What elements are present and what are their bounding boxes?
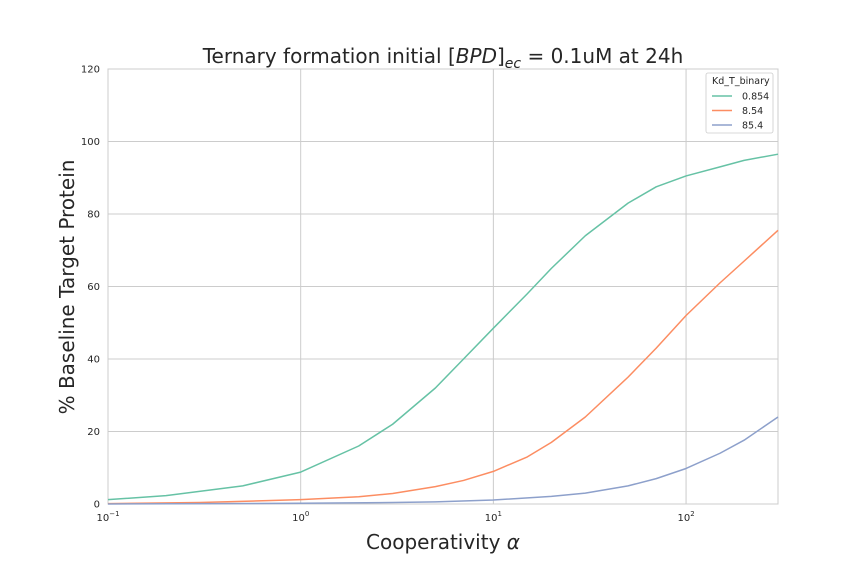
legend-title: Kd_T_binary: [712, 76, 770, 87]
legend-entries: 0.854 8.54 85.4: [712, 92, 769, 132]
x-tick-base: 10: [485, 513, 498, 524]
y-tick-label: 120: [81, 65, 100, 76]
legend-label: 85.4: [742, 121, 763, 132]
x-tick-exponent: 1: [498, 510, 502, 518]
x-tick-label: 10−1: [96, 510, 119, 524]
y-tick-label: 0: [94, 500, 100, 511]
x-tick-base: 10: [96, 513, 109, 524]
y-tick-label: 60: [87, 282, 100, 293]
series-line-0.854: [107, 153, 779, 501]
x-tick-labels: 10−1 100 101 102: [96, 510, 694, 524]
title-bracket-open: [: [448, 44, 456, 68]
x-axis-title-symbol: α: [507, 530, 520, 554]
legend-label: 0.854: [742, 92, 769, 103]
x-tick-label: 102: [677, 510, 694, 524]
y-tick-labels: 0 20 40 60 80 100 120: [81, 65, 100, 511]
x-axis-title: Cooperativity α: [366, 530, 520, 554]
title-suffix: = 0.1uM at 24h: [521, 44, 683, 68]
legend: Kd_T_binary 0.854 8.54 85.4: [705, 72, 774, 134]
x-tick-exponent: −1: [109, 510, 119, 518]
chart-title: Ternary formation initial [BPD]ec = 0.1u…: [202, 44, 684, 72]
x-tick-exponent: 2: [690, 510, 694, 518]
x-tick-label: 100: [292, 510, 309, 524]
y-tick-label: 80: [87, 210, 100, 221]
series-line-85.4: [107, 416, 779, 505]
x-tick-base: 10: [292, 513, 305, 524]
y-tick-label: 40: [87, 355, 100, 366]
plot-frame: [107, 68, 779, 505]
y-tick-label: 100: [81, 137, 100, 148]
y-tick-label: 20: [87, 427, 100, 438]
x-tick-label: 101: [485, 510, 502, 524]
legend-box: [705, 72, 774, 134]
x-axis-title-text: Cooperativity: [366, 530, 507, 554]
title-prefix: Ternary formation initial: [202, 44, 448, 68]
legend-label: 8.54: [742, 106, 763, 117]
title-bracket-close: ]: [497, 44, 505, 68]
series-layer: [107, 153, 779, 505]
series-line-8.54: [107, 229, 779, 505]
title-math: BPD: [456, 44, 497, 68]
x-tick-exponent: 0: [305, 510, 309, 518]
y-axis-title: % Baseline Target Protein: [55, 160, 79, 415]
title-subscript: ec: [505, 56, 522, 72]
x-tick-base: 10: [677, 513, 690, 524]
